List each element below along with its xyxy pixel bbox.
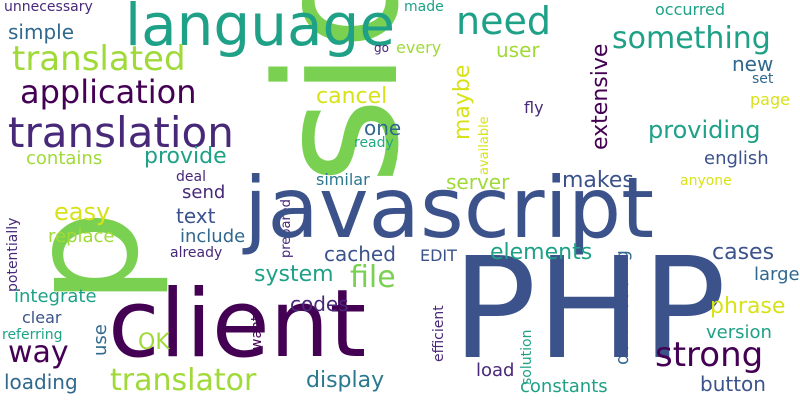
word-translation: translation — [8, 108, 234, 157]
word-text: text — [176, 204, 216, 228]
word-new: new — [732, 52, 774, 76]
word-load: load — [476, 360, 515, 381]
word-version: version — [706, 322, 772, 343]
word-go: go — [374, 41, 389, 55]
word-already: already — [170, 245, 223, 261]
word-occurred: occurred — [655, 0, 726, 19]
word-codes: codes — [290, 292, 349, 316]
word-way: way — [8, 335, 69, 370]
word-send: send — [182, 182, 226, 203]
word-file: file — [350, 260, 396, 295]
word-need: need — [456, 0, 551, 43]
word-every: every — [396, 38, 442, 57]
word-elements: elements — [490, 240, 593, 265]
word-providing: providing — [648, 116, 761, 144]
word-cases: cases — [712, 240, 775, 265]
word-provide: provide — [144, 144, 227, 169]
word-button: button — [700, 372, 766, 396]
word-something: something — [612, 21, 771, 56]
word-display: display — [306, 368, 385, 393]
word-makes: makes — [562, 168, 634, 193]
word-user: user — [496, 38, 540, 62]
word-loading: loading — [4, 370, 78, 394]
word-set: set — [752, 71, 774, 87]
word-cancel: cancel — [316, 84, 388, 109]
word-PHP: PHP — [452, 228, 727, 391]
word-constants: constants — [520, 376, 608, 397]
word-client: client — [108, 270, 367, 379]
word-anyone: anyone — [680, 173, 732, 189]
word-application: application — [20, 73, 197, 111]
word-unnecessary: unnecessary — [4, 0, 93, 15]
word-deal: deal — [176, 169, 206, 185]
word-referring: referring — [2, 327, 63, 343]
word-one: one — [364, 116, 402, 140]
word-EDIT: EDIT — [420, 246, 457, 265]
word-cached: cached — [324, 242, 396, 266]
word-replace: replace — [48, 226, 115, 247]
word-potentially: potentially — [5, 217, 21, 292]
word-system: system — [254, 262, 334, 287]
word-strong: strong — [655, 335, 764, 375]
word-maybe: maybe — [450, 64, 475, 140]
word-server: server — [446, 170, 510, 194]
word-page: page — [750, 90, 790, 109]
word-translated: translated — [12, 39, 186, 79]
word-efficient: efficient — [431, 305, 447, 362]
word-clear: clear — [22, 308, 62, 327]
word-OK: OK — [138, 330, 170, 355]
word-simple: simple — [8, 20, 75, 44]
word-javascript: javascript — [244, 159, 655, 257]
word-easy: easy — [54, 198, 111, 226]
word-language: language — [125, 0, 396, 59]
word-fly: fly — [524, 98, 544, 117]
word-contains: contains — [26, 148, 103, 169]
word-similar: similar — [316, 170, 370, 189]
word-english: english — [704, 148, 769, 169]
word-translator: translator — [110, 363, 257, 398]
word-phrase: phrase — [710, 294, 786, 319]
word-extensive: extensive — [588, 43, 613, 150]
word-large: large — [754, 264, 800, 285]
word-integrate: integrate — [14, 286, 97, 307]
word-ready: ready — [354, 135, 394, 151]
word-include: include — [180, 226, 246, 247]
word-made: made — [404, 0, 444, 15]
